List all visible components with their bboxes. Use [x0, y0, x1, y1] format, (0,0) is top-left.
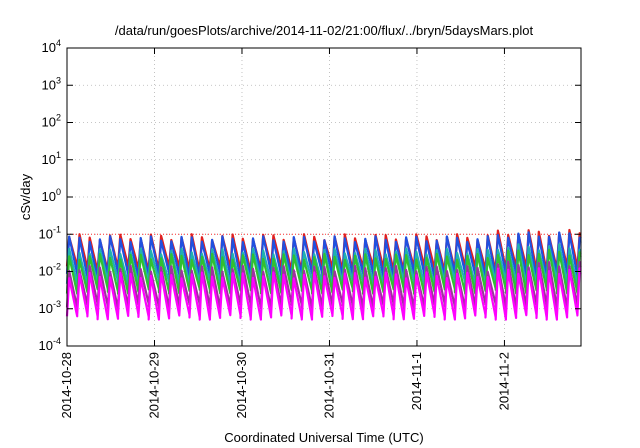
series-line-5 — [65, 267, 582, 321]
x-tick-label: 2014-10-31 — [321, 352, 336, 419]
axis-ticks: 10410310210110010-110-210-310-42014-10-2… — [39, 38, 581, 419]
x-tick-label: 2014-10-28 — [59, 352, 74, 419]
x-tick-label: 2014-11-1 — [409, 352, 424, 410]
y-tick-label: 102 — [42, 113, 61, 130]
x-axis-label: Coordinated Universal Time (UTC) — [224, 430, 423, 445]
y-tick-label: 104 — [42, 38, 61, 55]
y-tick-label: 10-4 — [39, 336, 61, 353]
series-line-2 — [65, 243, 582, 287]
x-tick-label: 2014-10-29 — [146, 352, 161, 419]
series-line-3 — [65, 248, 582, 295]
y-tick-label: 103 — [42, 75, 61, 92]
y-tick-label: 101 — [42, 150, 61, 167]
y-tick-label: 10-1 — [39, 224, 61, 241]
y-tick-label: 100 — [42, 187, 61, 204]
y-tick-label: 10-3 — [39, 299, 61, 316]
series-line-4 — [65, 260, 582, 310]
x-tick-label: 2014-10-30 — [234, 352, 249, 419]
y-axis-label: cSv/day — [18, 173, 33, 220]
x-tick-label: 2014-11-2 — [496, 352, 511, 410]
data-series — [65, 228, 582, 321]
y-tick-label: 10-2 — [39, 262, 61, 279]
chart-title: /data/run/goesPlots/archive/2014-11-02/2… — [115, 23, 534, 38]
series-line-1 — [65, 231, 582, 279]
